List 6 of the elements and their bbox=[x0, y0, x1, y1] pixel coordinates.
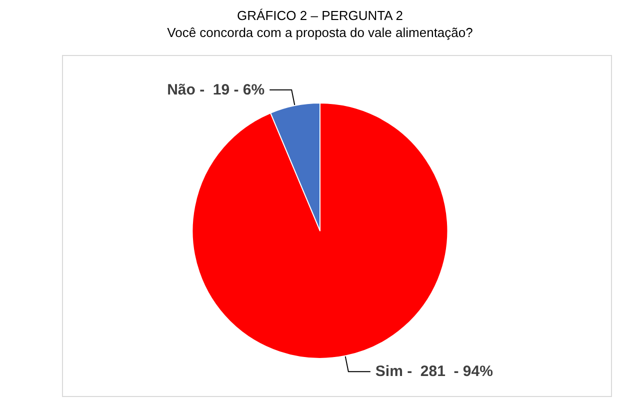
chart-title: GRÁFICO 2 – PERGUNTA 2 bbox=[237, 8, 403, 23]
chart-subtitle: Você concorda com a proposta do vale alimentação? bbox=[167, 25, 473, 40]
data-label: 19 - 6% bbox=[212, 81, 265, 98]
data-label: 281 - 94% bbox=[420, 363, 493, 380]
slice-label: Não - bbox=[167, 81, 205, 98]
slice-label: Sim - bbox=[375, 363, 412, 380]
